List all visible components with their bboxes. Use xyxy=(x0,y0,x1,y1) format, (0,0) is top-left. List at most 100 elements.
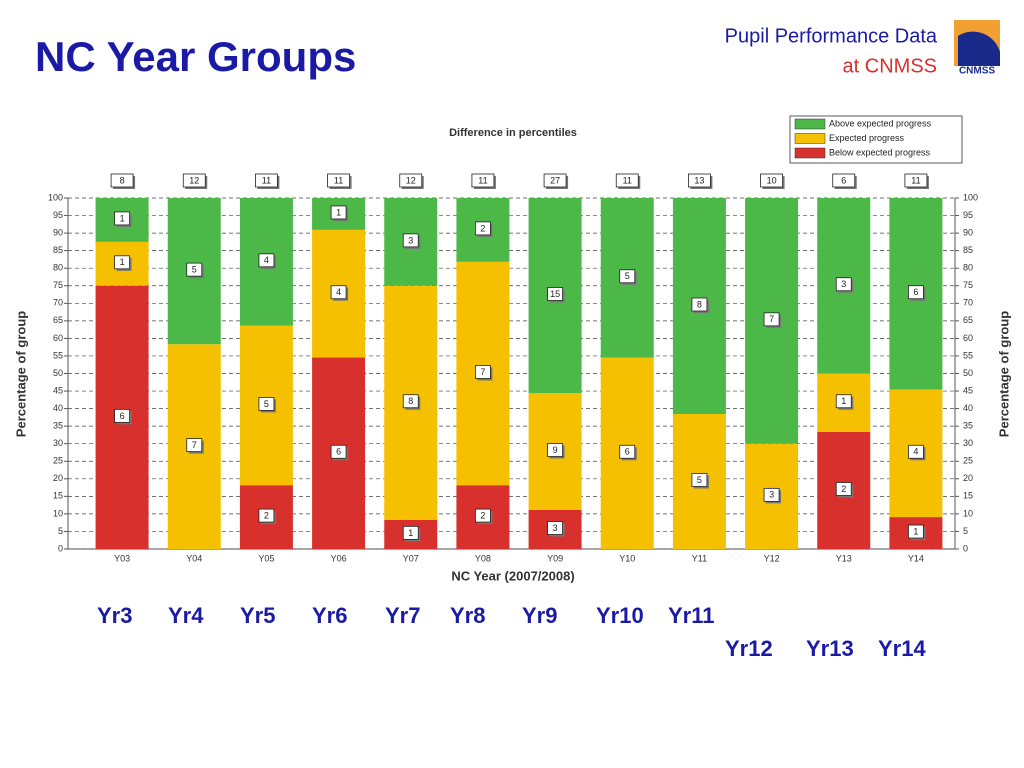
data-label: 4 xyxy=(336,287,341,297)
data-label-box xyxy=(835,277,852,292)
data-label: 1 xyxy=(841,396,846,406)
data-label: 4 xyxy=(913,447,918,457)
y2-tick-label: 15 xyxy=(963,491,973,501)
data-label-box xyxy=(547,287,563,301)
data-label-box xyxy=(547,443,563,457)
legend-label: Expected progress xyxy=(829,133,905,143)
data-label-box xyxy=(330,205,347,220)
total-label-box xyxy=(904,173,928,188)
y2-tick-label: 55 xyxy=(963,350,973,360)
data-label-box xyxy=(475,365,491,379)
data-label: 3 xyxy=(408,235,413,245)
data-label-box xyxy=(475,508,491,523)
y-axis-title: Percentage of group xyxy=(13,311,28,437)
year-label: Yr12 xyxy=(725,636,773,661)
data-label: 9 xyxy=(553,445,558,455)
data-label-box xyxy=(908,524,924,539)
total-label-box xyxy=(543,173,567,188)
x-tick-label: Y11 xyxy=(692,553,707,563)
y-tick-label: 90 xyxy=(53,227,63,237)
y-tick-label: 40 xyxy=(53,403,63,413)
total-label: 10 xyxy=(767,175,777,185)
data-label: 1 xyxy=(913,526,918,536)
data-label: 5 xyxy=(192,265,197,275)
slide-title: NC Year Groups xyxy=(35,33,356,80)
total-label: 8 xyxy=(120,175,125,185)
x-tick-label: Y12 xyxy=(764,553,780,563)
x-tick-label: Y07 xyxy=(403,553,419,563)
x-axis-title: NC Year (2007/2008) xyxy=(451,568,574,583)
total-label: 11 xyxy=(262,175,271,185)
y2-tick-label: 80 xyxy=(963,263,973,273)
y-tick-label: 80 xyxy=(53,263,63,273)
total-label: 12 xyxy=(189,175,199,185)
data-label-box xyxy=(258,253,275,268)
data-label-box xyxy=(330,285,347,300)
data-label-box xyxy=(402,233,419,248)
data-label: 3 xyxy=(841,279,846,289)
legend-label: Above expected progress xyxy=(829,118,932,128)
data-label-box xyxy=(691,473,708,487)
y-tick-label: 15 xyxy=(53,491,63,501)
data-label: 7 xyxy=(480,367,485,377)
y2-tick-label: 95 xyxy=(963,210,973,220)
data-label-box xyxy=(186,438,203,453)
y2-axis-title: Percentage of group xyxy=(996,311,1011,437)
y-tick-label: 70 xyxy=(53,298,63,308)
x-tick-label: Y03 xyxy=(114,553,130,563)
y-tick-label: 100 xyxy=(48,192,63,202)
x-tick-label: Y13 xyxy=(836,553,852,563)
total-label-box xyxy=(182,173,206,188)
y2-tick-label: 25 xyxy=(963,456,973,466)
data-label: 5 xyxy=(625,271,630,281)
data-label-box xyxy=(402,394,419,409)
year-label: Yr11 xyxy=(668,603,715,628)
data-label-box xyxy=(114,255,130,270)
data-label: 7 xyxy=(769,314,774,324)
year-label: Yr8 xyxy=(450,603,485,628)
y-tick-label: 25 xyxy=(53,456,63,466)
data-label: 2 xyxy=(841,484,846,494)
total-label-box xyxy=(832,173,856,188)
legend-swatch xyxy=(794,118,826,130)
data-label: 8 xyxy=(697,299,702,309)
data-label-box xyxy=(619,269,636,284)
x-tick-label: Y04 xyxy=(186,553,202,563)
data-label: 6 xyxy=(120,411,125,421)
y2-tick-label: 90 xyxy=(963,227,973,237)
total-label-box xyxy=(110,173,134,188)
y2-tick-label: 50 xyxy=(963,368,973,378)
total-label-box xyxy=(688,173,711,188)
total-label-box xyxy=(760,173,783,188)
year-label: Yr14 xyxy=(878,636,926,661)
total-label-box xyxy=(471,173,495,188)
data-label-box xyxy=(835,394,852,409)
year-label: Yr6 xyxy=(312,603,347,628)
subtitle: at CNMSS xyxy=(843,55,937,77)
total-label: 11 xyxy=(911,175,920,185)
x-tick-label: Y06 xyxy=(331,553,347,563)
year-label: Yr5 xyxy=(240,603,275,628)
data-label-box xyxy=(114,408,130,423)
data-label: 1 xyxy=(408,528,413,538)
y-tick-label: 45 xyxy=(53,385,63,395)
data-label-box xyxy=(763,312,780,327)
total-label-box xyxy=(327,173,350,188)
y2-tick-label: 30 xyxy=(963,438,973,448)
data-label-box xyxy=(186,262,203,277)
total-label-box xyxy=(255,173,278,188)
data-label-box xyxy=(763,487,780,502)
y2-tick-label: 75 xyxy=(963,280,973,290)
legend-label: Below expected progress xyxy=(829,147,931,157)
y-tick-label: 55 xyxy=(53,350,63,360)
y2-tick-label: 10 xyxy=(963,508,973,518)
y-tick-label: 0 xyxy=(58,543,63,553)
y2-tick-label: 60 xyxy=(963,333,973,343)
data-label: 2 xyxy=(480,223,485,233)
x-tick-label: Y05 xyxy=(258,553,274,563)
legend-swatch xyxy=(794,133,826,144)
data-label: 2 xyxy=(480,510,485,520)
data-label-box xyxy=(258,397,275,411)
